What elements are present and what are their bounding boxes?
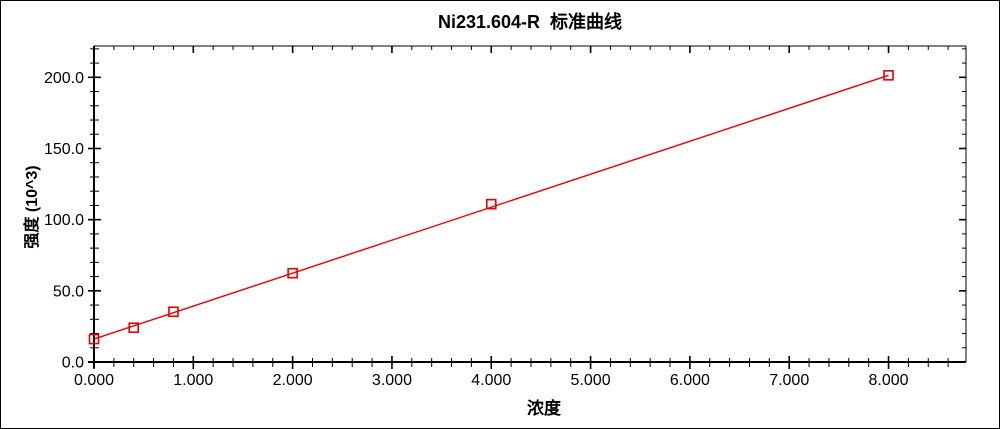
y-tick-label: 100.0 bbox=[44, 212, 84, 229]
x-tick-label: 8.000 bbox=[869, 372, 909, 389]
x-tick-label: 0.000 bbox=[74, 372, 114, 389]
x-tick-label: 2.000 bbox=[273, 372, 313, 389]
chart-title: Ni231.604-R 标准曲线 bbox=[437, 12, 623, 32]
data-point-marker bbox=[88, 333, 100, 345]
data-point-marker bbox=[485, 198, 497, 210]
x-tick-label: 1.000 bbox=[173, 372, 213, 389]
y-tick-label: 0.0 bbox=[62, 355, 84, 372]
x-tick-label: 5.000 bbox=[571, 372, 611, 389]
x-axis-label: 浓度 bbox=[527, 399, 561, 418]
fit-line bbox=[93, 74, 889, 340]
data-point-marker bbox=[287, 267, 298, 279]
y-tick-label: 200.0 bbox=[44, 70, 84, 87]
x-tick-label: 3.000 bbox=[372, 372, 412, 389]
x-tick-label: 4.000 bbox=[471, 372, 511, 389]
y-axis-label: 强度 (10^3) bbox=[24, 165, 41, 249]
x-tick-label: 7.000 bbox=[769, 372, 809, 389]
x-tick-label: 6.000 bbox=[670, 372, 710, 389]
data-point-marker bbox=[883, 70, 894, 81]
data-point-marker bbox=[128, 322, 140, 333]
y-tick-label: 50.0 bbox=[53, 283, 84, 300]
data-point-marker bbox=[168, 306, 179, 318]
y-tick-label: 150.0 bbox=[44, 141, 84, 158]
